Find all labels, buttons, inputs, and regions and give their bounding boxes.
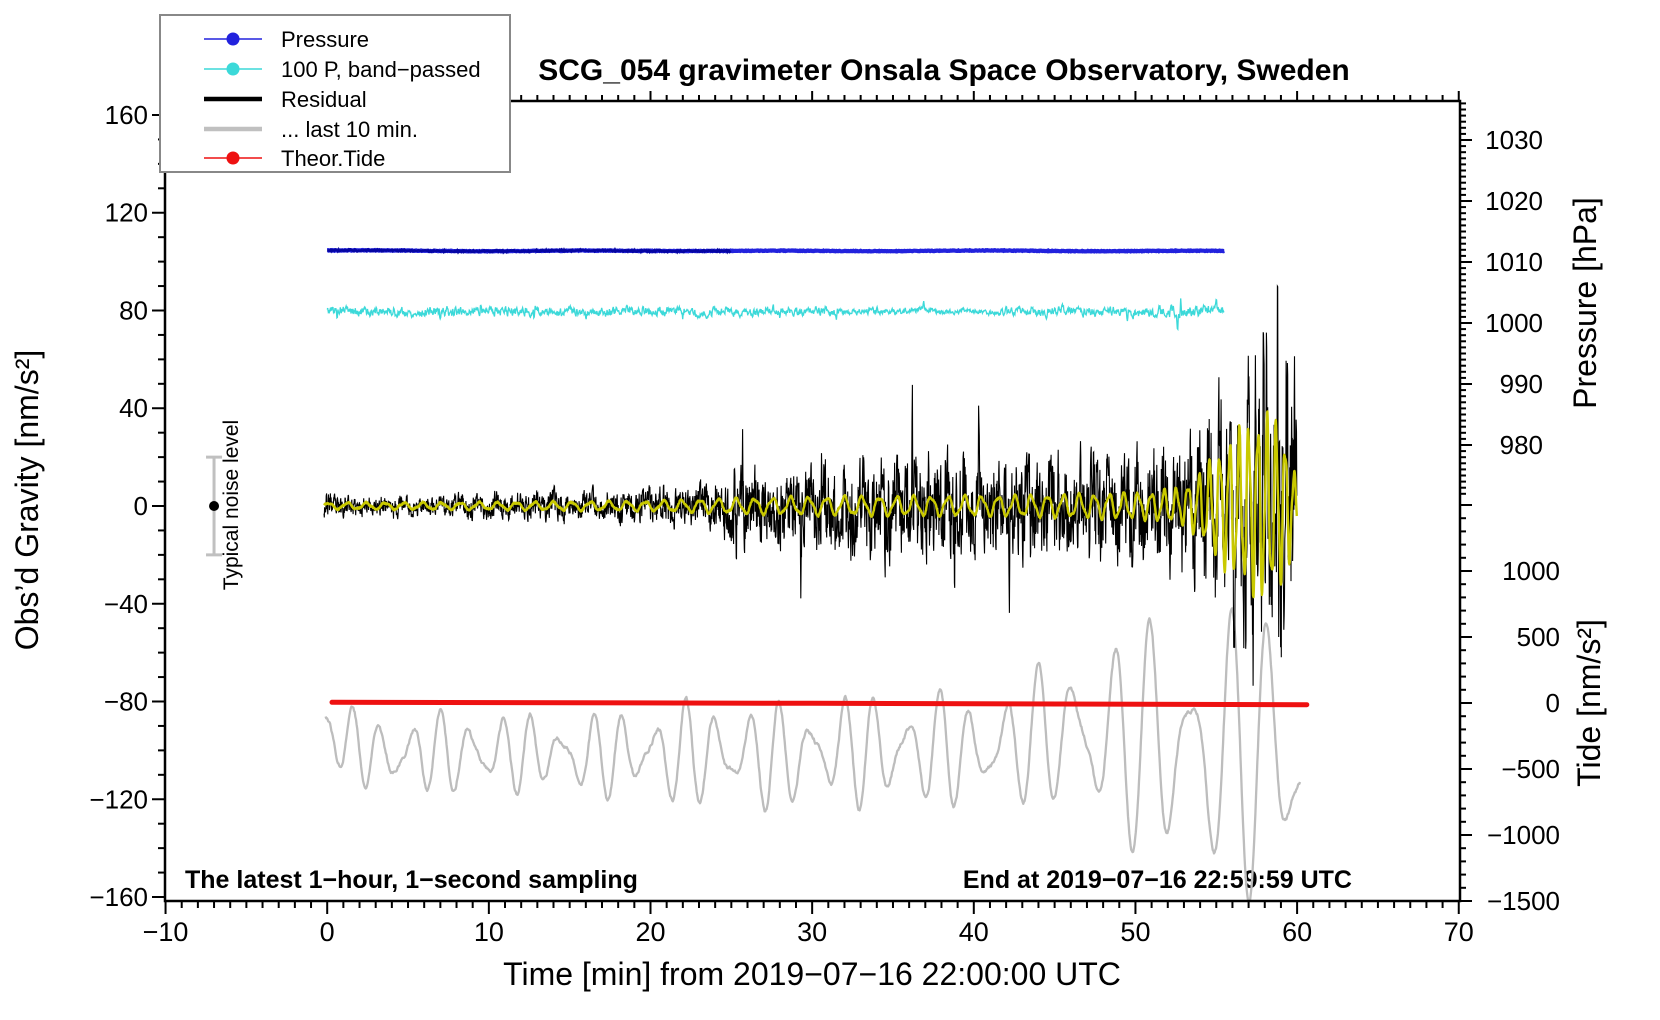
tide-axis-tick-label: −1500: [1487, 886, 1560, 916]
pressure-axis-title: Pressure [hPa]: [1567, 197, 1603, 409]
tide-axis-tick-label: 1000: [1502, 556, 1560, 586]
residual-smoothed-series-line: [323, 410, 1298, 599]
legend-dot-sample: [226, 32, 240, 46]
sampling-note: The latest 1−hour, 1−second sampling: [185, 866, 638, 894]
pressure-axis-tick-label: 1000: [1485, 308, 1543, 338]
legend-box: Pressure 100 P, band−passed Residual ... la…: [159, 14, 511, 173]
legend-border: [159, 14, 511, 173]
tide-axis-tick-label: 500: [1517, 622, 1560, 652]
legend-item-label: Theor.Tide: [281, 146, 385, 171]
pressure-axis-tick-label: 980: [1500, 430, 1543, 460]
legend-item-label: Pressure: [281, 27, 369, 52]
pressure-axis-tick-label: 1010: [1485, 247, 1543, 277]
tide-axis-tick-label: −500: [1501, 754, 1560, 784]
gravity-axis-tick-label: 40: [119, 393, 148, 423]
x-axis-tick-label: 30: [797, 917, 827, 947]
end-time-note: End at 2019−07−16 22:59:59 UTC: [963, 866, 1352, 894]
gravity-axis-tick-label: −120: [89, 784, 148, 814]
tide-axis-tick-label: 0: [1546, 688, 1560, 718]
pressure-axis-tick-label: 1030: [1485, 125, 1543, 155]
legend-item: Pressure: [204, 27, 369, 52]
pressure-axis-tick-label: 1020: [1485, 186, 1543, 216]
gravity-axis-tick-label: −80: [104, 687, 148, 717]
gravity-axis-tick-label: 0: [134, 491, 148, 521]
gravity-axis-tick-label: −160: [89, 882, 148, 912]
gravity-axis-tick-label: 80: [119, 295, 148, 325]
legend-item: ... last 10 min.: [204, 117, 418, 142]
legend-dot-sample: [226, 62, 240, 76]
gravity-axis-tick-label: 160: [105, 100, 148, 130]
noise-level-label: Typical noise level: [220, 420, 243, 590]
pressure-axis-tick-label: 990: [1500, 369, 1543, 399]
legend-item-label: ... last 10 min.: [281, 117, 418, 142]
noise-mean-dot: [209, 501, 220, 511]
x-axis-tick-label: 10: [474, 917, 504, 947]
x-axis-tick-label: 50: [1120, 917, 1150, 947]
noise-level-marker: [206, 455, 223, 557]
x-axis-tick-label: 60: [1282, 917, 1312, 947]
chart-title: SCG_054 gravimeter Onsala Space Observat…: [538, 54, 1350, 87]
tide-axis-title: Tide [nm/s²]: [1571, 619, 1607, 787]
x-axis-title: Time [min] from 2019−07−16 22:00:00 UTC: [503, 956, 1121, 992]
x-axis-tick-label: 70: [1444, 917, 1474, 947]
legend-item: Theor.Tide: [204, 146, 385, 171]
axis-ticks: −10 0 10 20 30 40 50 60 7016012080400−40−80−120−…: [89, 91, 1560, 947]
pressure-series-dark-overlay: [326, 246, 732, 255]
x-axis-tick-label: −10: [143, 917, 189, 947]
legend-item: 100 P, band−passed: [204, 57, 481, 82]
band-passed-pressure-series-line: [326, 298, 1225, 332]
tide-axis-tick-label: −1000: [1487, 820, 1560, 850]
legend-dot-sample: [226, 151, 240, 165]
legend-item-label: Residual: [281, 87, 367, 112]
gravity-axis-tick-label: 120: [105, 198, 148, 228]
last-10-min-series-line: [324, 607, 1302, 900]
x-axis-tick-label: 20: [635, 917, 665, 947]
legend-item-label: 100 P, band−passed: [281, 57, 481, 82]
legend-item: Residual: [204, 87, 367, 112]
data-series-layer: [323, 246, 1310, 900]
gravity-axis-title: Obs’d Gravity [nm/s²]: [9, 350, 45, 651]
gravity-axis-tick-label: −40: [104, 589, 148, 619]
theor-tide-series-line: [329, 699, 1310, 708]
x-axis-tick-label: 0: [320, 917, 335, 947]
x-axis-tick-label: 40: [959, 917, 989, 947]
